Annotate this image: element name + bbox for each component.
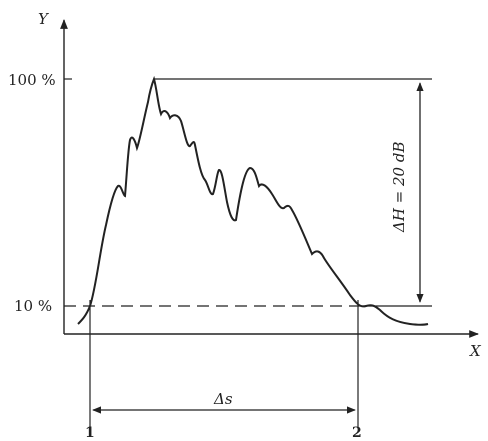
top-level-label: 100 % [8, 71, 56, 89]
interval-start-label: 1 [85, 425, 95, 441]
interval-label: Δs [213, 390, 233, 408]
bottom-level-label: 10 % [14, 297, 52, 315]
echo-envelope-curve [77, 75, 429, 326]
interval-end-label: 2 [352, 425, 362, 441]
x-axis-label: X [469, 342, 482, 360]
range-label: ΔH = 20 dB [390, 142, 408, 234]
y-axis-label: Y [38, 10, 50, 28]
